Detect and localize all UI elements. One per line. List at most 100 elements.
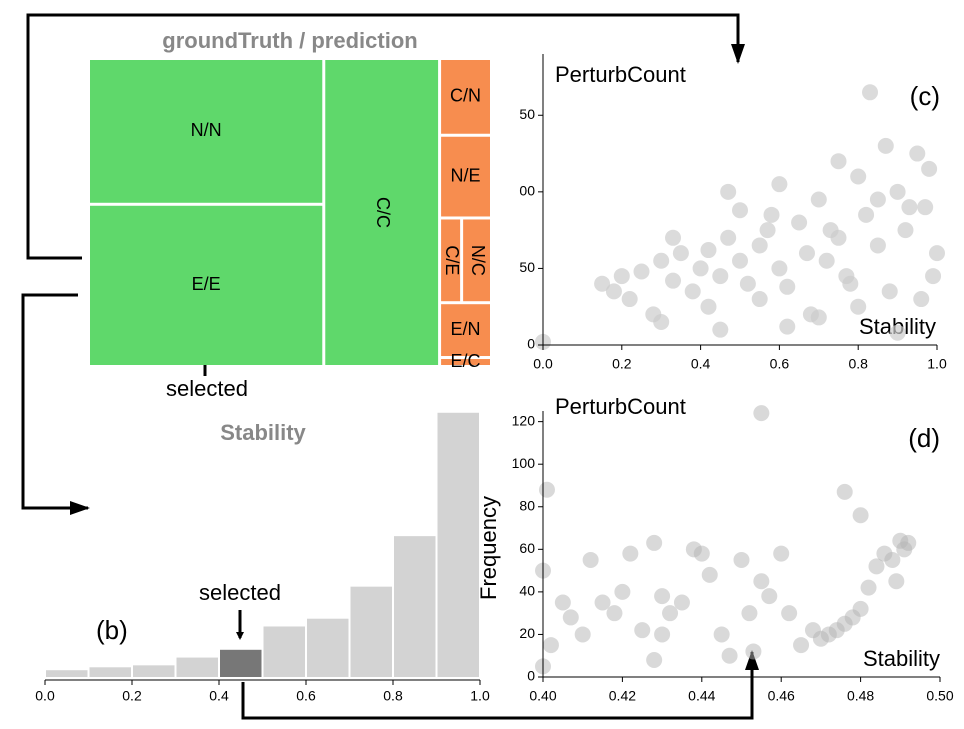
point: [720, 183, 737, 200]
treemap-cell: [441, 304, 490, 357]
y-tick-label: 0: [527, 336, 535, 352]
point: [614, 583, 631, 600]
bar: [133, 665, 175, 677]
point: [773, 545, 790, 562]
bar: [89, 667, 131, 677]
y-tick-label: 80: [519, 497, 535, 513]
point: [869, 237, 886, 254]
y-tick-label: 00: [519, 183, 535, 199]
point: [751, 291, 768, 308]
point: [897, 222, 914, 239]
bar: [263, 626, 305, 677]
point: [745, 643, 762, 660]
point: [868, 558, 885, 575]
cell-label: N/C: [468, 245, 488, 276]
x-tick-label: 0.6: [296, 688, 316, 704]
cell-label: C/C: [373, 197, 393, 228]
point: [701, 566, 718, 583]
point: [759, 222, 776, 239]
point: [622, 545, 639, 562]
point: [779, 318, 796, 335]
y-axis-title: Frequency: [476, 496, 501, 600]
x-tick-label: 0.50: [926, 688, 953, 704]
x-axis-label: Stability: [863, 646, 940, 671]
point: [858, 206, 875, 223]
x-tick-label: 0.8: [383, 688, 403, 704]
link-arrow: [21, 293, 90, 515]
treemap-cell: [441, 359, 490, 365]
point: [653, 314, 670, 331]
y-tick-label: 0: [527, 668, 535, 684]
treemap-cell: [441, 60, 490, 134]
point: [692, 260, 709, 277]
point: [881, 283, 898, 300]
point: [771, 176, 788, 193]
bar: [437, 412, 479, 677]
point: [781, 605, 798, 622]
bar: [176, 657, 218, 677]
point: [613, 268, 630, 285]
y-tick-label: 100: [512, 455, 536, 471]
point: [605, 283, 622, 300]
point: [672, 245, 689, 262]
point: [693, 545, 710, 562]
y-tick-label: 60: [519, 540, 535, 556]
point: [712, 321, 729, 338]
x-tick-label: 0.4: [691, 356, 711, 372]
point: [732, 252, 748, 269]
treemap-cell: [441, 219, 461, 302]
cell-label: N/E: [451, 165, 481, 185]
y-tick-label: 50: [519, 106, 535, 122]
point: [751, 237, 768, 254]
point: [542, 637, 559, 654]
treemap-title: groundTruth / prediction: [162, 28, 417, 53]
x-tick-label: 0.8: [848, 356, 868, 372]
y-tick-label: 50: [519, 259, 535, 275]
point: [538, 481, 555, 498]
point: [684, 283, 701, 300]
x-tick-label: 0.6: [770, 356, 790, 372]
point: [862, 84, 879, 101]
point: [763, 206, 780, 223]
point: [810, 309, 827, 326]
point: [700, 242, 717, 259]
y-axis-label: PerturbCount: [555, 394, 686, 419]
point: [721, 647, 738, 664]
point: [889, 183, 906, 200]
point: [654, 626, 671, 643]
point: [917, 199, 934, 216]
point: [852, 507, 869, 524]
point: [662, 605, 679, 622]
cell-label: E/E: [192, 274, 221, 294]
histogram-title: Stability: [220, 420, 306, 445]
point: [822, 222, 839, 239]
point: [901, 199, 918, 216]
point: [594, 275, 611, 292]
bar: [350, 586, 392, 677]
point: [900, 534, 917, 551]
point: [732, 202, 748, 219]
y-tick-label: 120: [512, 412, 536, 428]
x-tick-label: 1.0: [927, 356, 947, 372]
point: [925, 268, 942, 285]
point: [753, 405, 770, 422]
point: [852, 600, 869, 617]
point: [842, 275, 859, 292]
point: [884, 551, 901, 568]
point: [850, 168, 867, 185]
cell-label: N/N: [191, 120, 222, 140]
point: [909, 145, 926, 162]
point: [665, 229, 682, 246]
point: [712, 268, 729, 285]
panel-label: (d): [908, 423, 940, 453]
point: [741, 605, 758, 622]
cell-label: C/E: [442, 245, 462, 275]
point: [554, 594, 571, 611]
point: [798, 245, 815, 262]
point: [850, 298, 867, 315]
x-tick-label: 0.42: [609, 688, 636, 704]
point: [713, 626, 730, 643]
annotation: selected: [166, 376, 248, 401]
x-tick-label: 0.0: [35, 688, 55, 704]
point: [574, 626, 591, 643]
